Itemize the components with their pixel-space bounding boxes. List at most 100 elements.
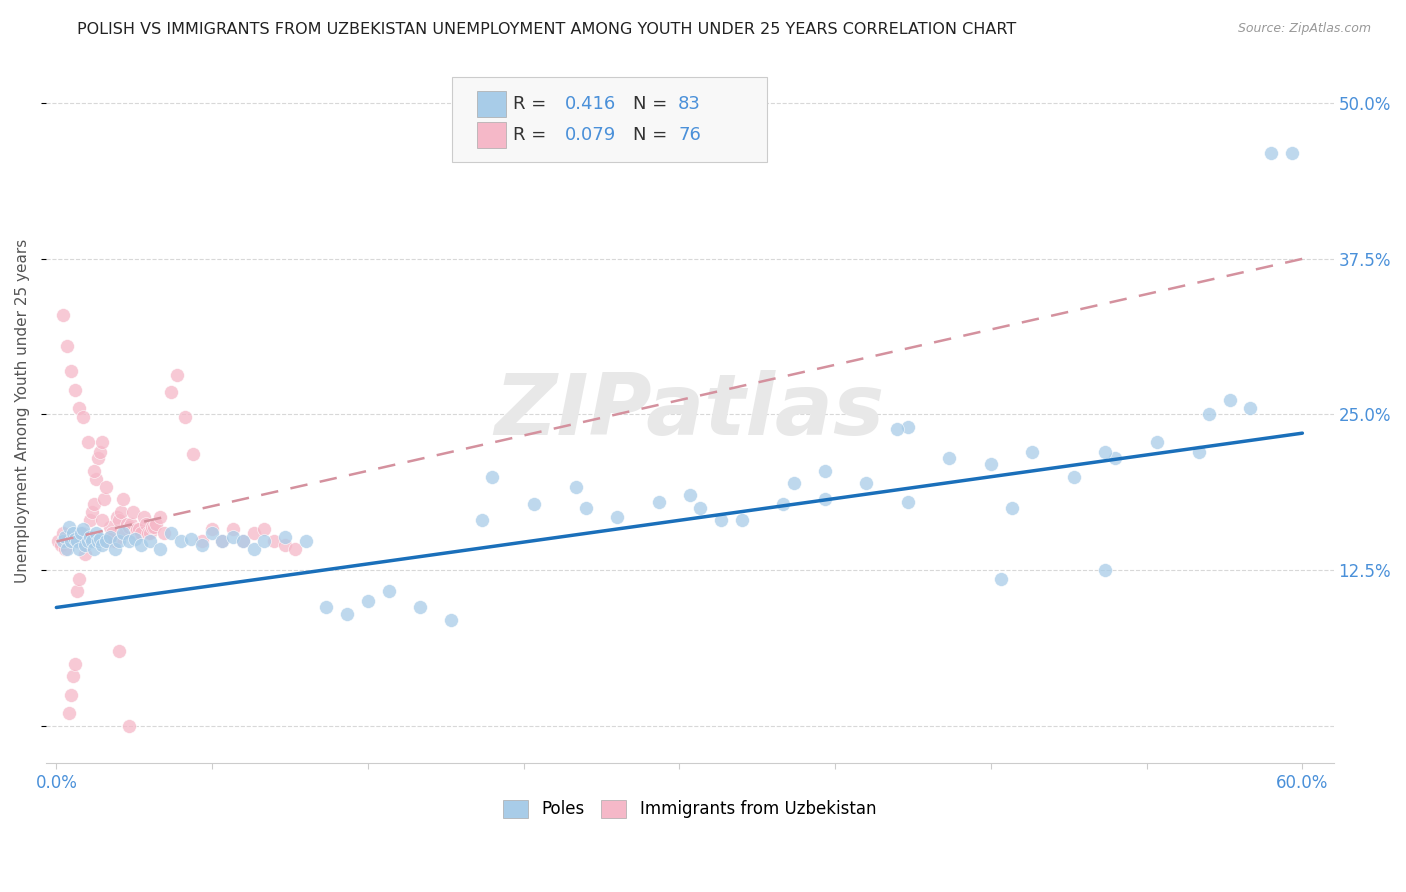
Point (201, 525, 224, 540)
Point (263, 534, 285, 549)
Point (564, 480, 586, 494)
Point (55, 534, 77, 549)
Point (111, 492, 134, 507)
FancyBboxPatch shape (451, 78, 768, 161)
Point (284, 541, 307, 556)
Point (84, 525, 107, 540)
Point (114, 525, 136, 540)
Point (103, 541, 125, 556)
Point (76, 434, 98, 449)
Point (58, 519, 80, 533)
Point (159, 385, 181, 400)
Point (72, 409, 94, 424)
Point (63, 657, 86, 671)
Point (101, 525, 124, 540)
Point (91, 434, 114, 449)
Point (67, 401, 90, 416)
Text: N =: N = (633, 95, 673, 113)
Point (91, 513, 114, 527)
Text: R =: R = (513, 95, 553, 113)
Point (118, 519, 141, 533)
Point (89, 445, 111, 459)
Point (55, 541, 77, 556)
Text: N =: N = (633, 126, 673, 144)
Point (70, 534, 93, 549)
Point (80, 534, 103, 549)
Point (103, 534, 125, 549)
Point (75, 547, 97, 561)
Point (132, 509, 155, 524)
Point (66, 584, 89, 599)
Point (107, 513, 129, 527)
Point (606, 509, 628, 524)
Point (183, 447, 205, 461)
Point (159, 525, 181, 540)
Point (70, 525, 93, 540)
Point (135, 517, 157, 532)
Point (107, 644, 129, 658)
Point (139, 525, 162, 540)
Point (80, 505, 103, 519)
Point (124, 525, 146, 540)
Point (897, 494, 920, 508)
Point (118, 534, 141, 549)
Point (96, 534, 118, 549)
Point (315, 600, 337, 615)
Point (242, 541, 264, 556)
Text: Source: ZipAtlas.com: Source: ZipAtlas.com (1237, 22, 1371, 36)
Point (1198, 408, 1220, 422)
Point (62, 669, 84, 683)
Point (83, 541, 105, 556)
Point (1001, 500, 1024, 515)
Point (336, 607, 359, 621)
Point (120, 517, 142, 532)
Point (990, 572, 1012, 586)
Point (111, 525, 134, 540)
Point (274, 529, 297, 543)
Point (98, 532, 121, 546)
Point (131, 538, 153, 552)
Point (149, 509, 172, 524)
Point (136, 525, 159, 540)
Point (222, 522, 245, 536)
Point (190, 534, 212, 549)
Bar (477, 91, 506, 117)
Point (242, 525, 264, 540)
Point (59, 688, 82, 702)
Point (127, 522, 149, 536)
Point (253, 534, 276, 549)
Point (1281, 146, 1303, 161)
Point (52, 534, 75, 549)
Point (110, 505, 132, 519)
Point (814, 492, 837, 507)
Point (131, 525, 153, 540)
Point (98, 529, 121, 543)
Point (63, 532, 86, 546)
Point (166, 368, 188, 382)
Point (886, 422, 908, 436)
Point (52, 525, 75, 540)
Point (232, 534, 254, 549)
Point (471, 513, 494, 527)
Point (1094, 445, 1116, 459)
Point (139, 534, 162, 549)
Point (83, 497, 105, 511)
Point (1063, 469, 1085, 483)
Point (76, 529, 98, 543)
Point (89, 532, 111, 546)
Point (48, 534, 70, 549)
Point (1104, 451, 1126, 466)
Point (72, 525, 94, 540)
Point (153, 525, 176, 540)
Point (1146, 434, 1168, 449)
Point (294, 534, 316, 549)
Point (253, 522, 276, 536)
Point (63, 383, 86, 397)
Point (710, 513, 733, 527)
Point (222, 529, 245, 543)
Point (128, 522, 150, 536)
Point (409, 600, 432, 615)
Text: 0.079: 0.079 (565, 126, 616, 144)
Text: POLISH VS IMMIGRANTS FROM UZBEKISTAN UNEMPLOYMENT AMONG YOUTH UNDER 25 YEARS COR: POLISH VS IMMIGRANTS FROM UZBEKISTAN UNE… (77, 22, 1017, 37)
Point (170, 534, 193, 549)
